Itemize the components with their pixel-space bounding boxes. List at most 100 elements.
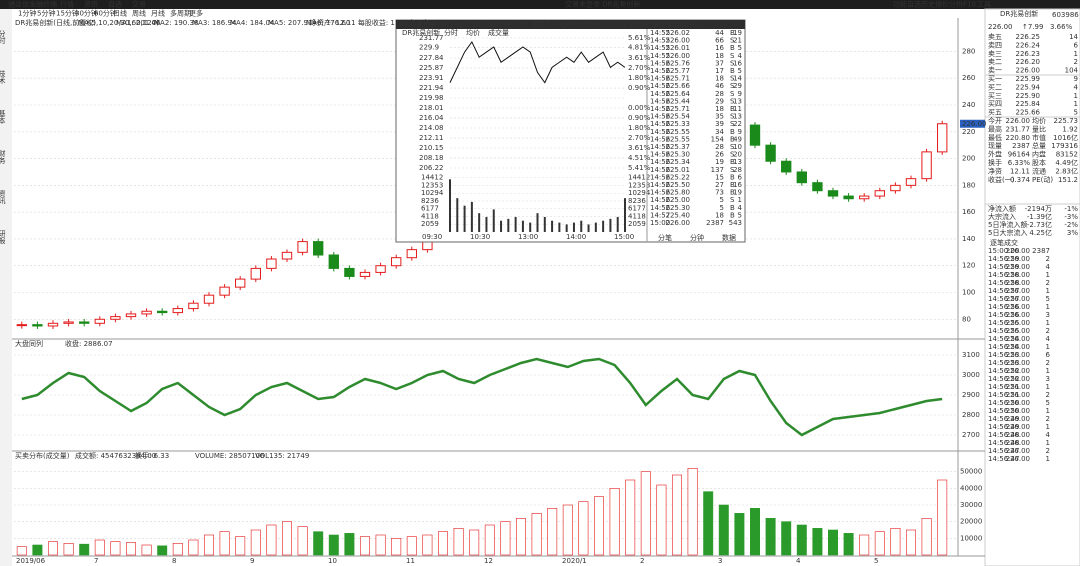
trade-cell: 14:55: [650, 37, 670, 45]
tick-cell: 14:56:55: [988, 319, 1019, 327]
trade-cell: 19: [715, 158, 724, 166]
volume-bar: [282, 521, 292, 556]
trade-cell: 137: [711, 166, 724, 174]
period-tab[interactable]: 30分钟: [75, 9, 98, 18]
flow-cell: 大宗流入: [988, 212, 1016, 221]
trade-cell: 14: [733, 75, 742, 83]
trade-cell: 44: [715, 29, 724, 37]
popup-tab[interactable]: 成交量: [488, 28, 509, 37]
volume-bar: [172, 543, 183, 556]
menu-item[interactable]: 功能: [893, 0, 907, 9]
volume-bar: [562, 504, 573, 556]
trade-cell: 28: [733, 166, 742, 174]
y-tick-label: 6177: [628, 205, 646, 213]
side-tab[interactable]: 技术: [0, 69, 6, 85]
side-tab[interactable]: 研报: [0, 230, 6, 245]
menu-item[interactable]: 资讯: [84, 0, 98, 9]
book-cell: 9: [1074, 75, 1078, 83]
tick-cell: 14:56:52: [988, 375, 1019, 383]
trade-cell: 19: [733, 29, 742, 37]
trade-cell: 226.01: [666, 44, 691, 52]
menu-item[interactable]: 报价: [935, 0, 949, 9]
popup-footer-tab[interactable]: 分笔: [658, 233, 672, 242]
date-label: 2: [640, 557, 644, 565]
volume-bar: [94, 539, 105, 556]
stat-cell: 净资: [988, 166, 1002, 175]
trade-cell: 18: [715, 75, 724, 83]
book-cell: 买三: [988, 92, 1002, 100]
trade-cell: 13: [733, 113, 742, 121]
stat-cell: 2387: [1012, 142, 1030, 150]
trade-cell: 29: [733, 82, 742, 90]
volume-bar: [204, 534, 214, 556]
period-tab[interactable]: 1分钟: [18, 9, 36, 18]
candle: [219, 286, 230, 296]
menu-item[interactable]: 自选: [907, 0, 921, 9]
trade-cell: B: [730, 128, 735, 136]
trade-cell: 225.40: [666, 211, 691, 219]
period-tab[interactable]: 月线: [151, 9, 165, 18]
candle: [235, 278, 246, 288]
candle: [281, 251, 293, 260]
side-tab[interactable]: 财务: [0, 149, 6, 165]
book-cell: 1: [1074, 50, 1078, 58]
candle: [344, 267, 355, 277]
last-price-box: [960, 119, 985, 128]
flow-cell: 4.25亿: [1029, 228, 1052, 237]
pct-label: 4.81%: [628, 44, 651, 52]
book-cell: 226.23: [1016, 50, 1041, 58]
popup-tab[interactable]: DR兆易创新: [402, 28, 440, 37]
candle: [16, 324, 27, 327]
trade-cell: 4: [738, 52, 743, 60]
menu-item[interactable]: 自选: [108, 0, 122, 9]
trade-cell: 16: [733, 181, 742, 189]
menu-item[interactable]: 行情: [60, 0, 74, 9]
menu-item[interactable]: 分析: [949, 0, 963, 9]
period-tab[interactable]: 更多: [189, 9, 203, 18]
trade-cell: 13: [733, 158, 742, 166]
period-tab[interactable]: 周线: [132, 9, 146, 18]
candle: [937, 123, 948, 153]
popup-tab[interactable]: 分时: [444, 28, 458, 37]
trade-cell: 225.00: [666, 196, 691, 204]
period-tab[interactable]: 5分钟: [37, 9, 55, 18]
side-tab[interactable]: 资讯: [0, 189, 6, 205]
tick-cell: 226.00: [1006, 391, 1031, 399]
menu-item[interactable]: 工具: [977, 1, 991, 9]
y-tick-label: 206.22: [419, 164, 444, 172]
candle: [250, 267, 261, 280]
tick-cell: 4: [1046, 431, 1051, 439]
book-cell: 226.20: [1016, 58, 1041, 66]
period-tab[interactable]: 60分钟: [94, 9, 117, 18]
trade-cell: 14:56: [650, 59, 671, 67]
tick-cell: 14:56:59: [988, 255, 1019, 263]
tick-cell: 5: [1046, 399, 1050, 407]
trade-cell: 21: [733, 37, 742, 45]
trade-cell: B: [730, 211, 735, 219]
candle: [141, 310, 152, 315]
side-tab[interactable]: 分时: [0, 29, 6, 44]
trade-cell: 14:56: [650, 204, 671, 212]
y-tick-label: 2900: [962, 391, 980, 399]
period-tab[interactable]: 多周期: [170, 9, 191, 18]
period-tab[interactable]: 15分钟: [56, 9, 79, 18]
popup-footer-tab[interactable]: 数据: [722, 233, 736, 242]
volume-bar: [250, 529, 261, 556]
tick-cell: 1: [1046, 367, 1050, 375]
menu-item[interactable]: F10: [963, 1, 976, 9]
tick-cell: 14:56:54: [988, 343, 1020, 351]
menu-item[interactable]: 交易: [132, 0, 146, 9]
popup-footer-tab[interactable]: 分钟: [690, 233, 704, 242]
candle: [188, 302, 199, 310]
period-tab[interactable]: 日线: [113, 9, 127, 18]
menu-item[interactable]: 历史: [921, 0, 935, 9]
tick-cell: 226.00: [1006, 311, 1031, 319]
trade-cell: 29: [715, 97, 724, 105]
book-cell: 225.84: [1016, 100, 1041, 108]
side-tab[interactable]: 基本: [0, 109, 6, 125]
popup-tab[interactable]: 均价: [466, 28, 480, 37]
tick-cell: 226.00: [1006, 399, 1031, 407]
trade-cell: 225.33: [666, 120, 691, 128]
panel-label: 换手: 6.33: [135, 451, 169, 460]
trade-cell: B: [730, 29, 735, 37]
